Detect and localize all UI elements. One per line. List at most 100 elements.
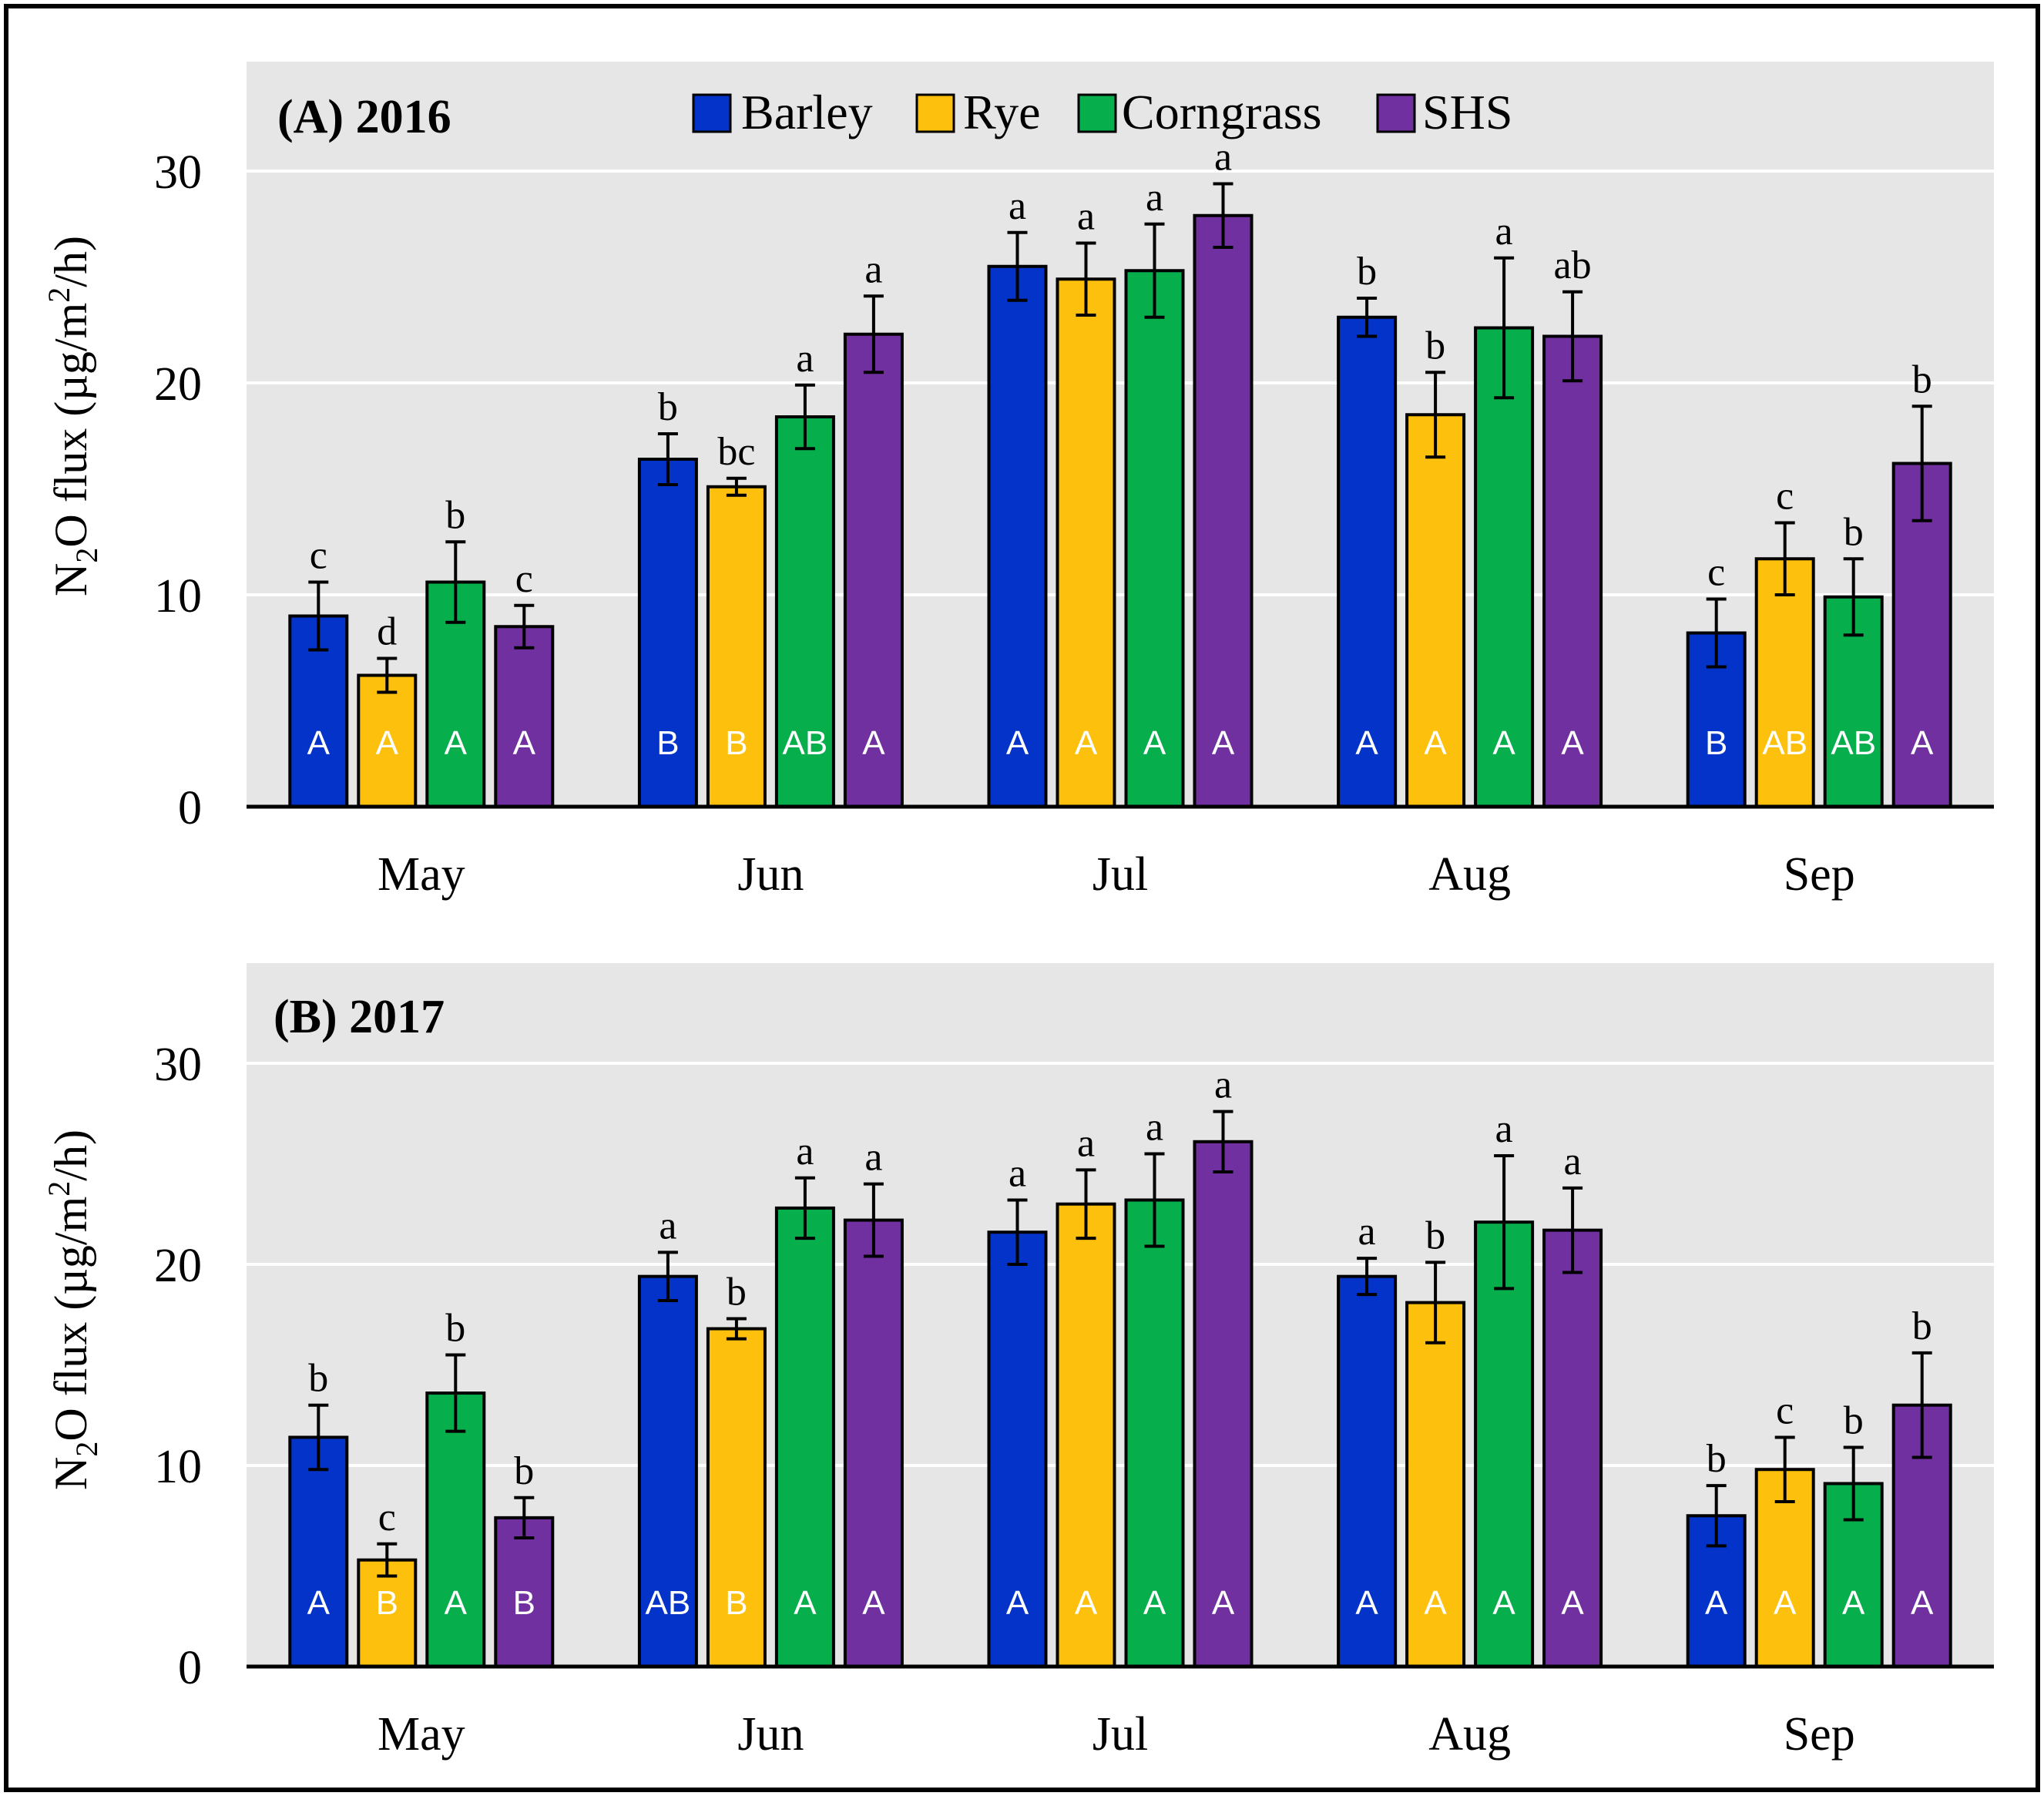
inner-letter: A bbox=[1774, 1584, 1797, 1622]
legend-swatch-rye bbox=[915, 93, 955, 133]
bar bbox=[1124, 1198, 1185, 1668]
legend-label-barley: Barley bbox=[741, 85, 873, 139]
labels: 0102030cAdAbAcAMaybBbcBaABaAJunaAaAaAaAJ… bbox=[154, 136, 1934, 901]
significance-letter: ab bbox=[1554, 243, 1592, 287]
y-tick-label: 30 bbox=[154, 1039, 202, 1091]
panel-title: (A) 2016 bbox=[277, 91, 451, 143]
significance-letter: a bbox=[1358, 1210, 1376, 1254]
gridlines bbox=[247, 1062, 1994, 1467]
inner-letter: AB bbox=[646, 1584, 691, 1622]
inner-letter: B bbox=[1705, 724, 1727, 762]
inner-letter: A bbox=[1705, 1584, 1728, 1622]
inner-letter: AB bbox=[783, 724, 828, 762]
x-tick-label: May bbox=[378, 1708, 465, 1761]
y-tick-label: 0 bbox=[178, 782, 202, 834]
inner-letter: A bbox=[862, 1584, 885, 1622]
bar bbox=[774, 1206, 835, 1669]
inner-letter: B bbox=[376, 1584, 398, 1622]
bar bbox=[706, 1327, 767, 1669]
significance-letter: d bbox=[377, 610, 397, 654]
inner-letter: A bbox=[1212, 1584, 1235, 1622]
inner-letter: A bbox=[1355, 724, 1378, 762]
legend-swatch-shs bbox=[1376, 93, 1416, 133]
legend-label-rye: Rye bbox=[963, 85, 1041, 139]
bar bbox=[288, 1435, 349, 1668]
significance-letter: b bbox=[1707, 1437, 1727, 1481]
x-tick-label: Aug bbox=[1428, 848, 1511, 901]
bars bbox=[288, 182, 1952, 808]
significance-letter: b bbox=[445, 493, 465, 537]
inner-letter: A bbox=[1492, 1584, 1515, 1622]
significance-letter: b bbox=[1425, 324, 1445, 368]
inner-letter: A bbox=[1424, 1584, 1447, 1622]
inner-letter: A bbox=[1842, 1584, 1865, 1622]
significance-letter: b bbox=[308, 1357, 328, 1401]
y-tick-label: 10 bbox=[154, 570, 202, 623]
x-tick-label: Jul bbox=[1092, 1708, 1148, 1761]
inner-letter: A bbox=[1143, 1584, 1166, 1622]
significance-letter: a bbox=[1495, 1107, 1513, 1151]
bar bbox=[494, 625, 555, 808]
significance-letter: b bbox=[1912, 358, 1932, 401]
inner-letter: A bbox=[445, 1584, 468, 1622]
significance-letter: b bbox=[514, 1449, 534, 1493]
inner-letter: A bbox=[1492, 724, 1515, 762]
inner-letter: A bbox=[1006, 1584, 1029, 1622]
bar bbox=[774, 415, 835, 808]
bar bbox=[637, 1274, 698, 1669]
bar bbox=[987, 264, 1048, 808]
y-tick-label: 20 bbox=[154, 358, 202, 411]
inner-letter: A bbox=[1006, 724, 1029, 762]
inner-letter: A bbox=[1911, 1584, 1934, 1622]
legend-label-shs: SHS bbox=[1422, 85, 1512, 139]
labels: 0 10 20 30 b Ac Bb Ab B May a AB b Ba Aa A Jun a Aa Aa Aa A Ju… bbox=[154, 1039, 1934, 1761]
significance-letter: bc bbox=[717, 430, 755, 474]
inner-letter: B bbox=[513, 1584, 535, 1622]
bar bbox=[706, 485, 767, 808]
inner-letter: A bbox=[1561, 1584, 1584, 1622]
significance-letter: a bbox=[1146, 176, 1163, 220]
inner-letter: A bbox=[1911, 724, 1934, 762]
panel-2016: 0102030cAdAbAcAMaybBbcBaABaAJunaAaAaAaAJ… bbox=[42, 62, 1994, 901]
x-tick-label: Jul bbox=[1092, 848, 1148, 901]
bar bbox=[843, 332, 904, 808]
legend-swatch-barley bbox=[692, 93, 732, 133]
inner-letter: AB bbox=[1762, 724, 1807, 762]
legend-label-corngrass: Corngrass bbox=[1122, 85, 1322, 139]
significance-letter: a bbox=[1146, 1105, 1163, 1149]
y-tick-label: 10 bbox=[154, 1441, 202, 1493]
significance-letter: b bbox=[1844, 510, 1864, 554]
gridlines bbox=[247, 170, 1994, 596]
x-tick-label: Jun bbox=[737, 1708, 804, 1761]
significance-letter: a bbox=[864, 1136, 882, 1180]
panel-title: (B) 2017 bbox=[274, 991, 445, 1043]
significance-letter: b bbox=[1357, 250, 1377, 294]
inner-letter: A bbox=[794, 1584, 817, 1622]
significance-letter: b bbox=[1844, 1399, 1864, 1443]
x-tick-label: Sep bbox=[1784, 848, 1855, 901]
inner-letter: A bbox=[1561, 724, 1584, 762]
x-tick-label: May bbox=[378, 848, 465, 901]
significance-letter: a bbox=[1564, 1140, 1582, 1183]
significance-letter: c bbox=[1776, 475, 1794, 519]
bar bbox=[843, 1218, 904, 1668]
significance-letter: c bbox=[515, 557, 533, 601]
significance-letter: a bbox=[1077, 1121, 1095, 1165]
inner-letter: AB bbox=[1831, 724, 1876, 762]
y-axis-label: N2O flux (µg/m2/h) bbox=[42, 236, 104, 596]
x-tick-label: Jun bbox=[737, 848, 804, 901]
x-tick-label: Sep bbox=[1784, 1708, 1855, 1761]
significance-letter: c bbox=[1776, 1388, 1794, 1432]
significance-letter: c bbox=[310, 534, 327, 578]
significance-letter: a bbox=[864, 247, 882, 291]
y-tick-label: 0 bbox=[178, 1642, 202, 1694]
inner-letter: A bbox=[1075, 724, 1098, 762]
panel-2017: 0 10 20 30 b Ac Bb Ab B May a AB b Ba Aa A Jun a Aa Aa Aa A Ju… bbox=[42, 963, 1994, 1761]
significance-letter: c bbox=[378, 1496, 396, 1539]
bar bbox=[1056, 277, 1116, 808]
inner-letter: A bbox=[1143, 724, 1166, 762]
legend-swatch-corngrass bbox=[1077, 93, 1117, 133]
significance-letter: a bbox=[1495, 210, 1513, 253]
inner-letter: B bbox=[725, 724, 747, 762]
